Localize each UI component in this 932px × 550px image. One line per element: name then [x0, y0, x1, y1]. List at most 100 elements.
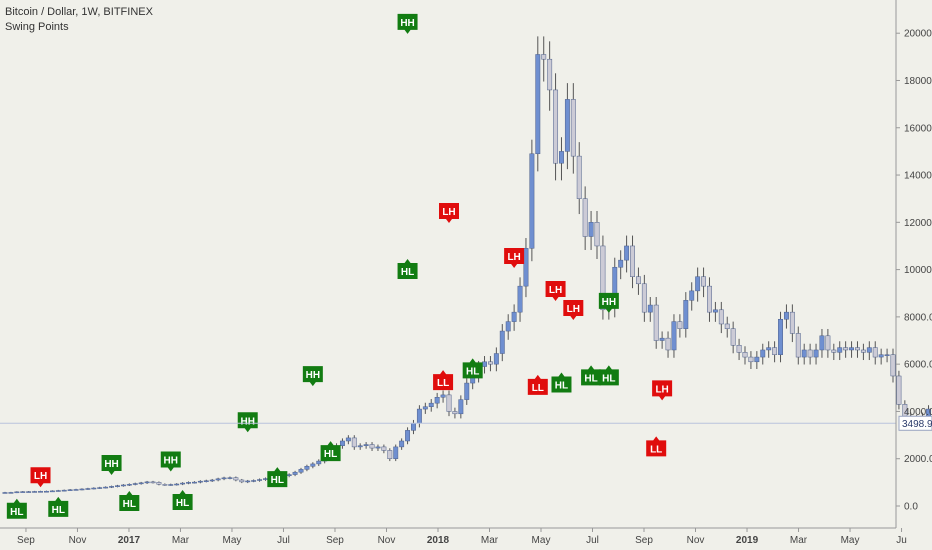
candle-down	[701, 276, 707, 287]
candle-up	[14, 491, 20, 494]
x-tick-label: 2018	[427, 535, 450, 546]
y-tick-label: 8000.0	[904, 312, 932, 323]
candle-up	[766, 347, 772, 351]
candle-up	[659, 337, 665, 341]
candle-up	[2, 492, 8, 494]
candle-up	[884, 354, 890, 356]
candle-down	[594, 222, 600, 247]
candle-down	[789, 311, 795, 334]
y-tick-label: 0.0	[904, 502, 918, 513]
candle-down	[446, 394, 452, 412]
x-tick-label: May	[841, 535, 860, 546]
candle-up	[85, 488, 91, 490]
swing-marker-hl: HL	[320, 441, 341, 462]
candle-up	[120, 484, 126, 487]
candle-up	[482, 361, 487, 367]
price-axis[interactable]: 0.0 2000.0 4000.0 6000.0 8000.0 10000.0 12000.…	[896, 29, 932, 513]
swing-marker-hh: HH	[397, 13, 418, 34]
swing-marker-shape	[302, 366, 323, 387]
swing-marker-hh: HH	[598, 292, 619, 313]
swing-marker-label: HH	[104, 459, 118, 470]
candle-down	[156, 482, 162, 485]
swing-marker-hl: HL	[598, 365, 619, 386]
time-axis[interactable]: Sep Nov 2017 Mar May Jul Sep Nov 2018 Mar May Jul Se…	[17, 528, 907, 546]
candle-up	[298, 469, 304, 473]
candle-down	[742, 352, 748, 358]
candle-up	[493, 353, 499, 365]
candle-up	[511, 311, 517, 322]
swing-marker-shape	[237, 412, 258, 433]
candle-up	[168, 484, 174, 486]
candle-up	[416, 408, 422, 424]
swing-marker-shape	[439, 203, 459, 224]
swing-marker-hl: HL	[119, 490, 140, 511]
swing-marker-label: HL	[555, 381, 568, 392]
candle-down	[677, 321, 683, 329]
y-tick-label: 4000.0	[904, 407, 932, 418]
x-tick-label: Jul	[277, 535, 290, 546]
swing-marker-label: LH	[507, 252, 520, 263]
candle-up	[215, 478, 221, 481]
swing-marker-label: LL	[650, 444, 662, 455]
swing-marker-hl: HL	[462, 358, 483, 379]
candle-up	[126, 484, 132, 486]
candle-up	[618, 259, 624, 268]
x-tick-label: 2019	[736, 535, 759, 546]
last-price-badge: 3498.9	[898, 415, 932, 431]
swing-marker-label: LH	[442, 207, 455, 218]
candle-up	[866, 347, 872, 353]
candle-down	[860, 349, 866, 353]
swing-marker-label: LH	[567, 304, 580, 315]
candle-down	[855, 347, 860, 351]
x-tick-label: Sep	[326, 535, 344, 546]
x-tick-label: Ju	[896, 535, 907, 546]
x-tick-label: Nov	[378, 535, 396, 546]
candle-up	[837, 347, 843, 353]
candle-up	[174, 483, 180, 486]
candle-down	[730, 328, 736, 346]
y-tick-label: 20000.0	[904, 29, 932, 40]
candle-up	[422, 406, 428, 410]
candle-up	[49, 490, 55, 493]
candle-up	[304, 466, 310, 470]
candle-up	[535, 54, 541, 155]
candle-up	[251, 480, 257, 482]
candle-up	[754, 356, 760, 363]
swing-marker-hl: HL	[6, 498, 27, 519]
candle-up	[257, 479, 263, 481]
swing-marker-label: LL	[532, 383, 544, 394]
candle-down	[582, 198, 588, 237]
candle-down	[665, 337, 671, 351]
swing-marker-label: LH	[549, 285, 562, 296]
swing-marker-label: HL	[584, 373, 597, 384]
candle-up	[32, 491, 38, 493]
candle-up	[689, 290, 695, 301]
swing-marker-hh: HH	[302, 366, 323, 387]
candle-up	[339, 440, 345, 446]
candle-up	[26, 491, 32, 493]
candle-up	[440, 394, 446, 398]
candle-up	[316, 460, 322, 465]
candle-down	[570, 99, 576, 157]
swing-marker-shape	[6, 498, 27, 519]
candle-up	[813, 349, 819, 358]
indicator-name[interactable]: Swing Points	[5, 21, 69, 33]
candle-down	[748, 356, 754, 363]
candle-up	[499, 330, 505, 354]
swing-marker-hl: HL	[551, 372, 572, 393]
candle-up	[115, 485, 120, 487]
x-tick-label: Mar	[481, 535, 499, 546]
candle-up	[132, 483, 138, 485]
x-tick-label: Sep	[635, 535, 653, 546]
swing-marker-hh: HH	[237, 412, 258, 433]
candle-up	[109, 486, 115, 488]
x-tick-label: Mar	[172, 535, 190, 546]
swing-marker-label: HH	[400, 18, 414, 29]
candle-up	[138, 482, 144, 485]
swing-marker-hl: HL	[267, 467, 288, 488]
x-tick-label: Nov	[69, 535, 87, 546]
candle-up	[683, 300, 689, 329]
candle-up	[517, 285, 523, 313]
swing-marker-label: HL	[271, 475, 284, 486]
